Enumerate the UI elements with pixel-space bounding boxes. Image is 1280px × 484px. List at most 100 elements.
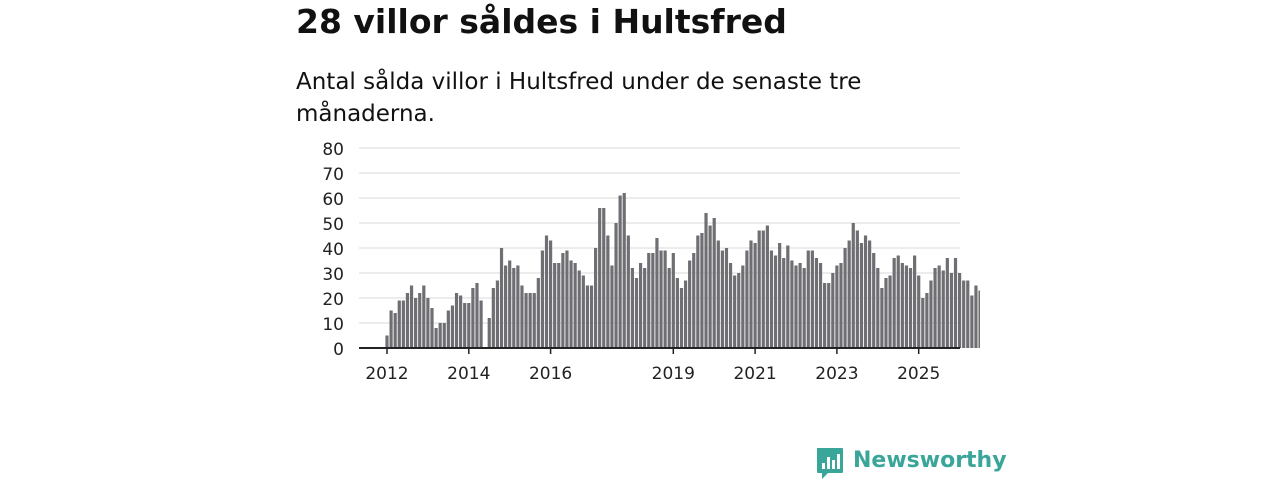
bar: [692, 253, 696, 348]
bar: [544, 235, 549, 348]
bar-series: [385, 193, 980, 348]
bar: [827, 283, 831, 348]
bar: [532, 293, 536, 348]
bar: [704, 213, 708, 348]
bar: [528, 293, 532, 348]
bar: [737, 273, 741, 348]
bar: [638, 263, 643, 348]
y-tick-label: 70: [322, 165, 344, 185]
bar: [463, 303, 467, 348]
x-tick-label: 2021: [733, 364, 776, 384]
bar: [438, 323, 442, 348]
x-tick-label: 2012: [365, 364, 408, 384]
bar: [667, 268, 671, 348]
bar: [794, 265, 798, 348]
bar: [626, 235, 630, 348]
bar: [728, 263, 733, 348]
bar: [757, 230, 761, 348]
bar: [823, 283, 827, 348]
bar: [818, 263, 823, 348]
bar: [598, 208, 602, 348]
bar: [708, 225, 712, 348]
bar: [553, 263, 557, 348]
x-tick-label: 2014: [447, 364, 490, 384]
bar: [651, 253, 655, 348]
x-tick-label: 2016: [529, 364, 572, 384]
bar: [904, 265, 909, 348]
bar: [540, 250, 545, 348]
bar: [557, 263, 561, 348]
chart-subtitle: Antal sålda villor i Hultsfred under de …: [296, 69, 862, 127]
bar: [753, 243, 757, 348]
y-tick-label: 60: [322, 190, 344, 210]
bar: [974, 285, 978, 348]
bar: [409, 285, 414, 348]
bar: [630, 268, 634, 348]
x-tick-label: 2019: [652, 364, 695, 384]
bar: [970, 295, 974, 348]
bar: [450, 305, 455, 348]
bar: [937, 265, 941, 348]
bar: [908, 268, 913, 348]
bar: [671, 253, 675, 348]
bar: [499, 248, 504, 348]
bar: [430, 308, 434, 348]
bar: [831, 273, 835, 348]
bar: [712, 218, 716, 348]
y-tick-label: 50: [322, 215, 344, 235]
bar: [508, 260, 512, 348]
bar: [479, 300, 483, 348]
bar: [913, 255, 917, 348]
bar: [810, 250, 814, 348]
bar: [843, 248, 847, 348]
bar: [401, 300, 405, 348]
bar: [962, 280, 966, 348]
newsworthy-bar-chart-icon: [817, 448, 843, 479]
bar: [536, 278, 540, 348]
bar: [512, 268, 516, 348]
bar: [659, 250, 663, 348]
bar: [790, 260, 794, 348]
bar: [749, 240, 753, 348]
bar: [782, 258, 786, 348]
bar: [495, 280, 500, 348]
bar: [884, 278, 888, 348]
bar: [487, 318, 491, 348]
bar: [700, 233, 704, 348]
bar: [577, 270, 581, 348]
bar: [953, 258, 958, 348]
bar: [491, 288, 495, 348]
bar: [900, 263, 904, 348]
bar: [675, 278, 679, 348]
bar: [798, 263, 802, 348]
bar: [610, 265, 614, 348]
bar: [385, 335, 389, 348]
bar: [606, 235, 610, 348]
bar: [405, 293, 410, 348]
bar: [786, 245, 790, 348]
bar: [683, 280, 688, 348]
bar: [868, 240, 872, 348]
bar: [581, 275, 585, 348]
bar: [471, 288, 475, 348]
bar: [622, 193, 626, 348]
y-tick-label: 20: [322, 290, 344, 310]
bar: [761, 230, 765, 348]
bar: [773, 255, 778, 348]
bar: [892, 258, 896, 348]
bar: [655, 238, 659, 348]
bar: [442, 323, 446, 348]
bar: [647, 253, 651, 348]
bar: [569, 260, 573, 348]
bar: [434, 328, 438, 348]
bar: [839, 263, 843, 348]
bar: [720, 250, 724, 348]
bar: [741, 265, 745, 348]
bar: [876, 268, 880, 348]
bar: [888, 275, 892, 348]
bar: [769, 250, 774, 348]
bar: [716, 240, 720, 348]
bar: [925, 293, 929, 348]
bar: [847, 240, 851, 348]
y-tick-label: 40: [322, 240, 344, 260]
